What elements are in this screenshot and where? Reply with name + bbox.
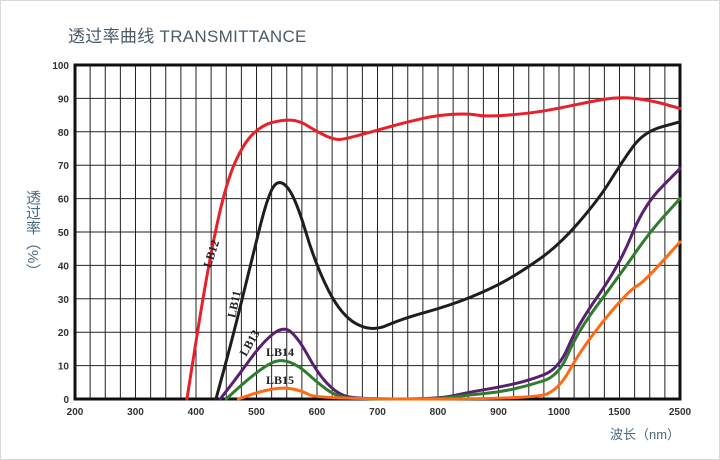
x-tick-label: 400 [188, 407, 205, 418]
y-tick-label: 40 [58, 261, 70, 272]
x-tick-label: 200 [67, 407, 84, 418]
x-tick-label: 1500 [608, 407, 631, 418]
series-label-lb11: LB11 [224, 289, 243, 319]
series-label-lb14: LB14 [266, 345, 294, 359]
series-line-lb15 [236, 240, 682, 401]
x-tick-label: 1000 [548, 407, 571, 418]
series-line-lb13 [218, 167, 682, 401]
series-label-lb12: LB12 [200, 238, 222, 269]
y-tick-label: 50 [58, 228, 70, 239]
x-axis-label: 波长（nm） [610, 427, 681, 442]
series-line-lb12 [185, 96, 682, 401]
x-tick-label: 500 [248, 407, 265, 418]
y-tick-label: 10 [58, 362, 70, 373]
y-tick-label: 70 [58, 161, 70, 172]
x-tick-label: 900 [490, 407, 507, 418]
y-tick-label: 20 [58, 328, 70, 339]
x-tick-label: 600 [309, 407, 326, 418]
x-tick-label: 300 [127, 407, 144, 418]
y-tick-label: 0 [63, 395, 69, 406]
x-tick-label: 2500 [669, 407, 692, 418]
series-line-lb11 [214, 120, 682, 401]
y-tick-label: 80 [58, 128, 70, 139]
x-tick-label: 700 [369, 407, 386, 418]
y-tick-label: 60 [58, 195, 70, 206]
series-label-lb15: LB15 [266, 373, 294, 387]
chart-title: 透过率曲线 TRANSMITTANCE [68, 27, 307, 46]
y-tick-label: 90 [58, 94, 70, 105]
x-tick-label: 800 [430, 407, 447, 418]
y-tick-label: 30 [58, 295, 70, 306]
y-tick-label: 100 [52, 61, 69, 72]
y-axis-label: 透过率（%） [24, 190, 41, 279]
